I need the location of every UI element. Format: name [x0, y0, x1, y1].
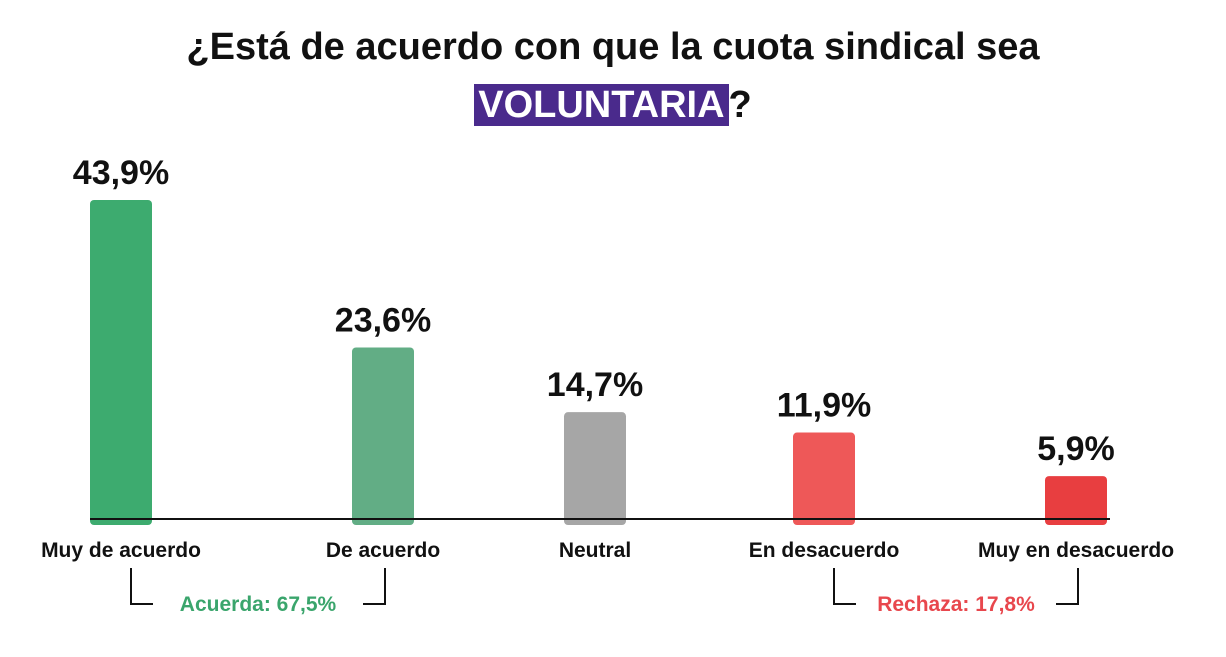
group-label-1: Rechaza: 17,8%	[877, 593, 1035, 616]
title-suffix: ?	[728, 84, 752, 126]
category-label-0: Muy de acuerdo	[41, 539, 201, 562]
group-bracket-right-1	[1056, 568, 1079, 605]
title-highlight: VOLUNTARIA	[474, 84, 729, 126]
bar-4	[1045, 476, 1107, 525]
bar-1	[352, 347, 414, 525]
bar-0	[90, 199, 152, 525]
category-label-3: En desacuerdo	[749, 539, 900, 562]
chart-title-line2: VOLUNTARIA?	[0, 84, 1226, 127]
value-label-3: 11,9%	[777, 387, 872, 425]
group-bracket-right-0	[363, 568, 386, 605]
group-label-0: Acuerda: 67,5%	[180, 593, 337, 616]
bar-2	[564, 412, 626, 525]
category-label-1: De acuerdo	[326, 539, 440, 562]
category-label-4: Muy en desacuerdo	[978, 539, 1174, 562]
value-label-0: 43,9%	[73, 154, 169, 192]
value-label-1: 23,6%	[335, 302, 431, 340]
value-label-4: 5,9%	[1037, 430, 1115, 468]
value-label-2: 14,7%	[547, 366, 643, 404]
group-bracket-left-1	[833, 568, 856, 605]
chart-title-line1: ¿Está de acuerdo con que la cuota sindic…	[186, 26, 1040, 68]
group-bracket-left-0	[130, 568, 153, 605]
category-label-2: Neutral	[559, 539, 631, 562]
bar-3	[793, 432, 855, 525]
